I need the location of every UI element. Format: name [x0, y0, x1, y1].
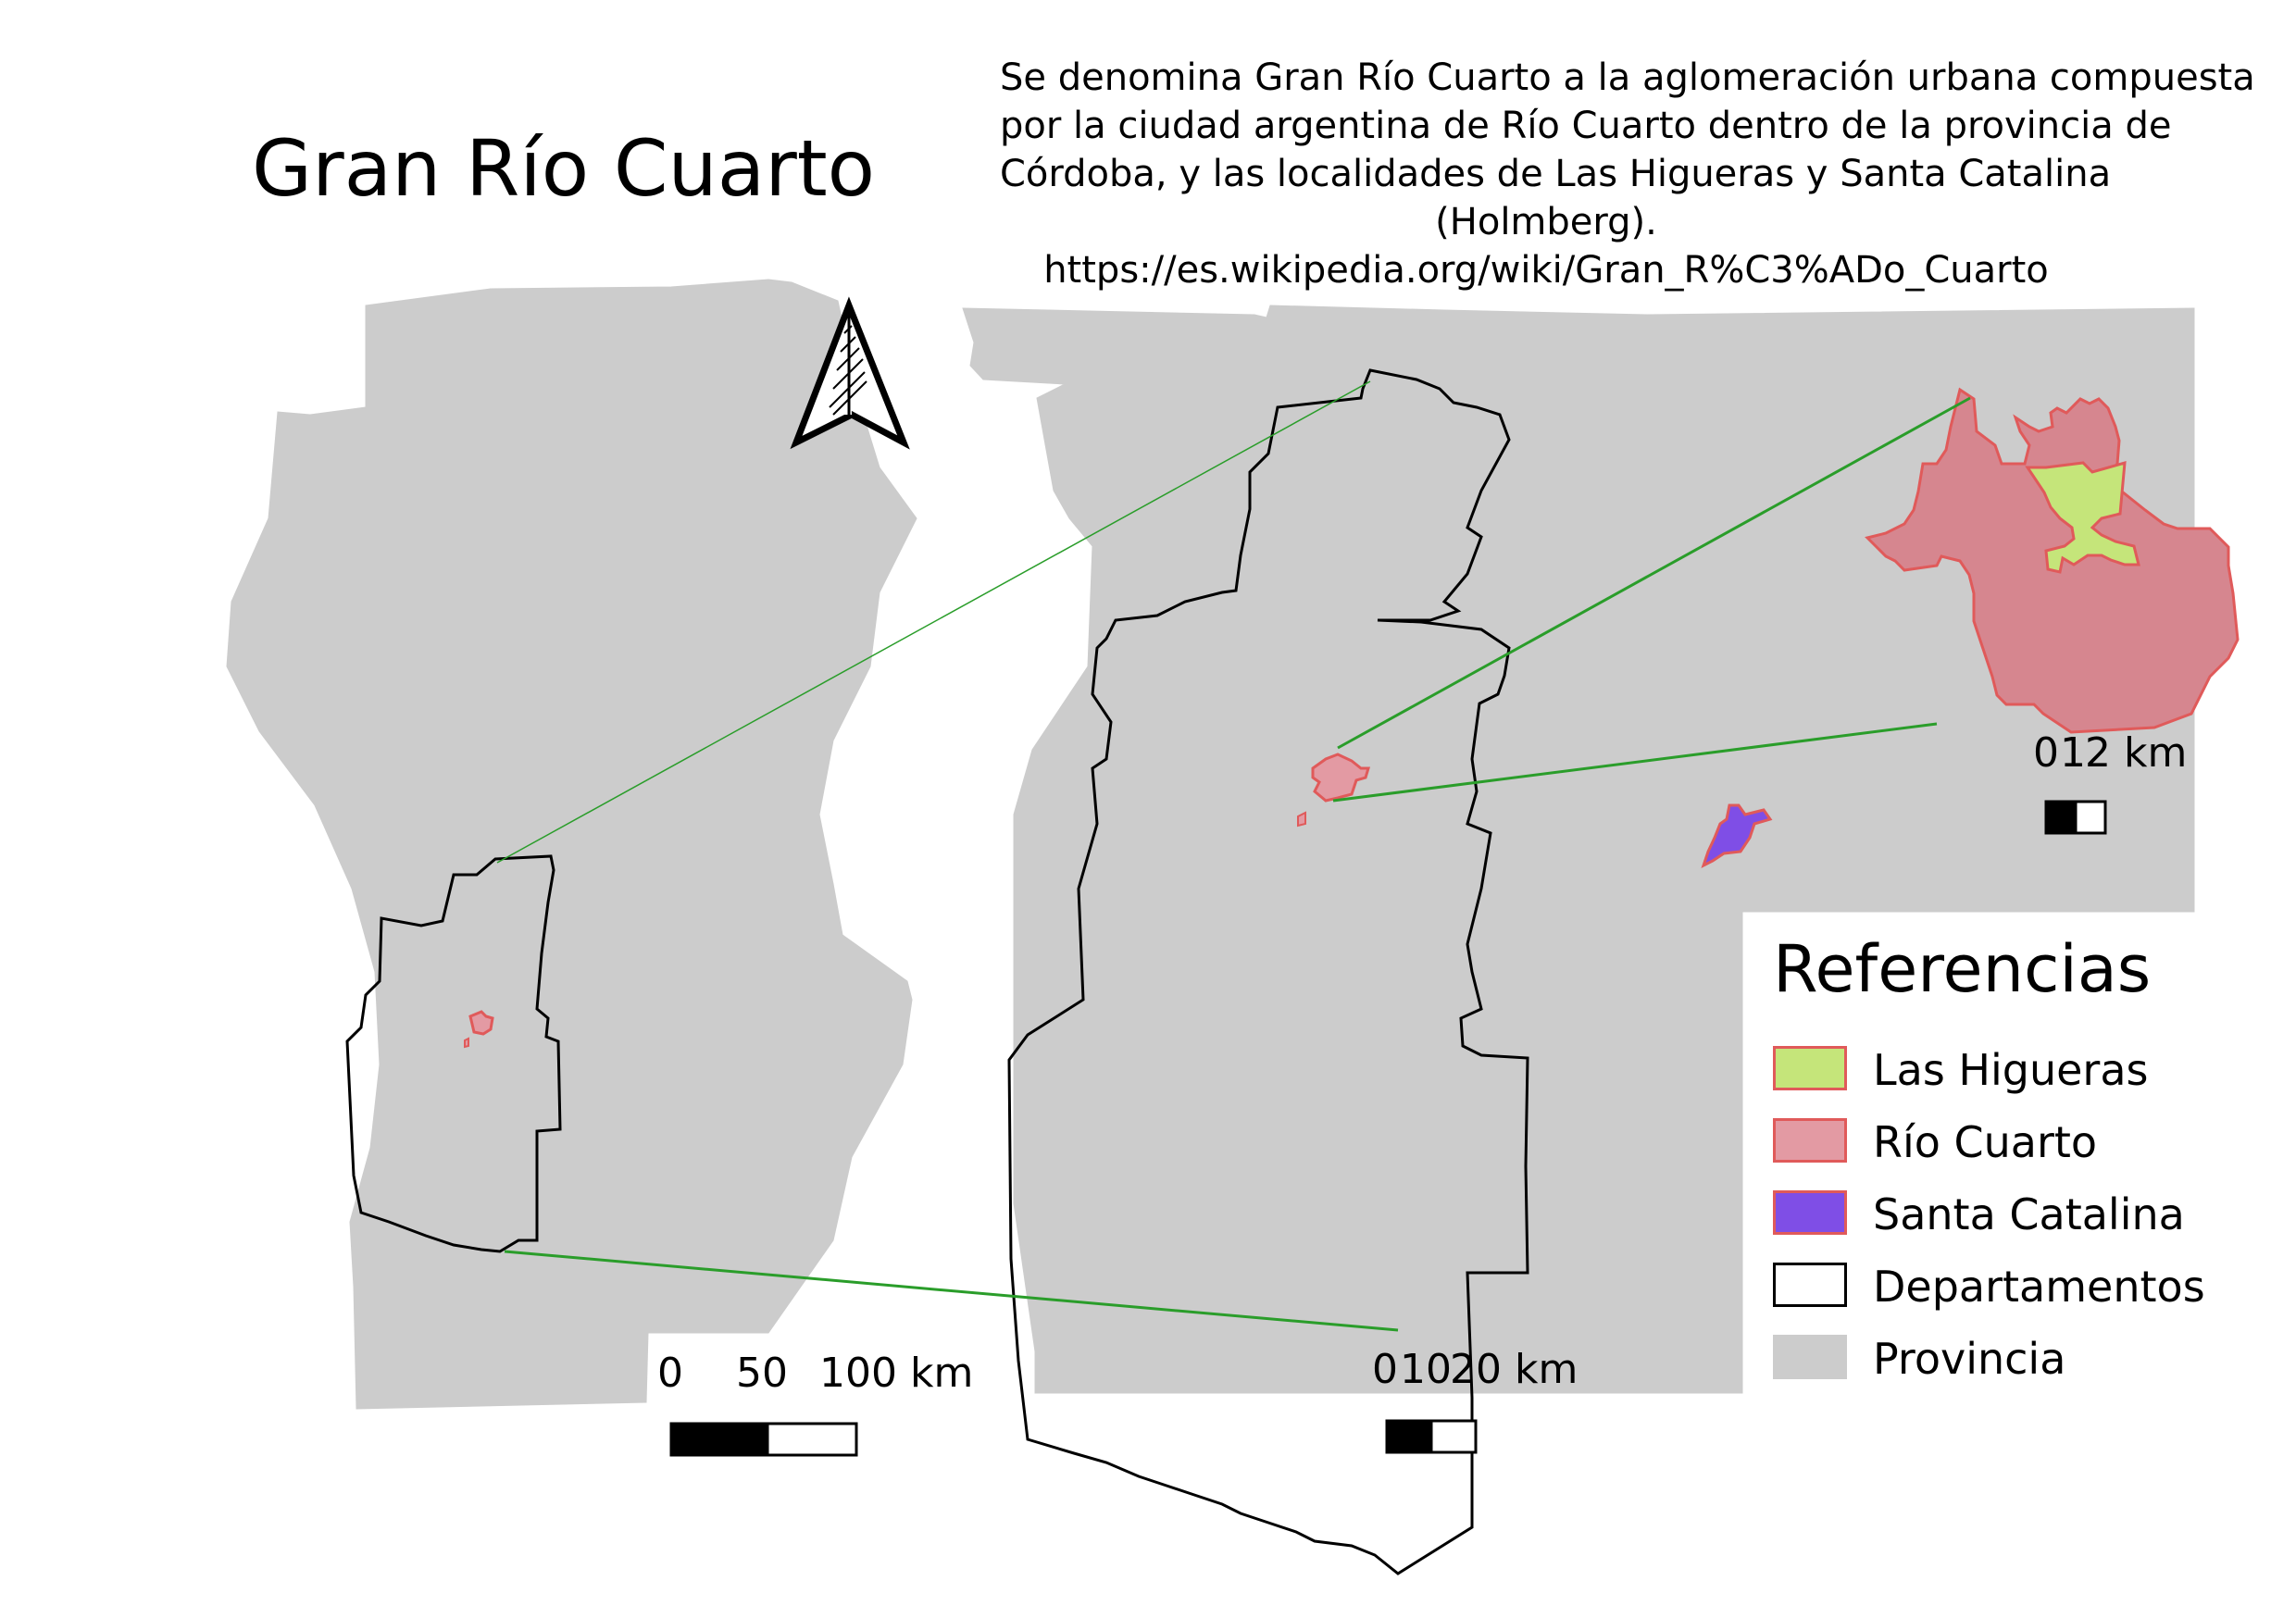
leader-line-top-small: [496, 380, 1371, 864]
province-polygon: [226, 279, 917, 1410]
leader-line-bottom-small: [504, 1250, 1399, 1332]
leader-lines: [496, 380, 1971, 1332]
legend-label: Provincia: [1873, 1334, 2066, 1384]
description-line: por la ciudad argentina de Río Cuarto de…: [1000, 105, 2172, 147]
legend-item-las-higueras: Las Higueras: [1773, 1046, 2254, 1094]
description-line: Córdoba, y las localidades de Las Higuer…: [1000, 153, 2112, 195]
legend-swatch: [1773, 1118, 1847, 1163]
legend-item-rio-cuarto: Río Cuarto: [1773, 1118, 2254, 1166]
legend-label: Santa Catalina: [1873, 1189, 2185, 1239]
department-inset-map: [962, 305, 2195, 1575]
scale-department-tick-20: 20 km: [1450, 1346, 1578, 1393]
scale-bar-province: [669, 1422, 858, 1457]
las-higueras-polygon: [2025, 460, 2140, 574]
santa-catalina-polygon: [1701, 803, 1773, 868]
urban-area-small-2: [464, 1037, 469, 1049]
department-outline-small: [345, 854, 562, 1253]
scale-department-tick-10: 10: [1400, 1346, 1452, 1393]
legend-label: Departamentos: [1873, 1262, 2205, 1312]
leader-line-top-inset: [1337, 396, 1971, 750]
legend-item-provincia: Provincia: [1773, 1335, 2254, 1383]
urban-area-inset-2: [1297, 811, 1306, 828]
scale-city-tick-1: 1: [2060, 729, 2086, 777]
legend-label: Río Cuarto: [1873, 1117, 2098, 1167]
legend-item-santa-catalina: Santa Catalina: [1773, 1190, 2254, 1238]
scale-city-tick-0: 0: [2033, 729, 2059, 777]
legend-label: Las Higueras: [1873, 1045, 2149, 1095]
scale-province-tick-50: 50: [736, 1350, 788, 1397]
scale-bar-department: [1385, 1419, 1478, 1454]
legend-swatch: [1773, 1335, 1847, 1379]
description-source-url: https://es.wikipedia.org/wiki/Gran_R%C3%…: [1043, 249, 2049, 292]
scale-province-tick-0: 0: [657, 1350, 683, 1397]
scale-province-tick-100: 100 km: [819, 1350, 974, 1397]
map-title: Gran Río Cuarto: [252, 123, 876, 214]
legend-swatch: [1773, 1190, 1847, 1235]
province-overview-map: [226, 279, 917, 1410]
department-outline-large: [1007, 368, 1529, 1575]
legend-swatch: [1773, 1263, 1847, 1307]
leader-line-bottom-inset: [1332, 722, 1938, 803]
north-arrow-icon: [790, 296, 910, 450]
scale-city-tick-2: 2 km: [2085, 729, 2188, 777]
urban-area-inset: [1311, 753, 1371, 803]
legend-title: Referencias: [1773, 931, 2152, 1007]
legend-swatch: [1773, 1046, 1847, 1090]
department-inset-background: [962, 305, 2195, 1394]
scale-department-tick-0: 0: [1372, 1346, 1398, 1393]
description-line: (Holmberg).: [1435, 201, 1657, 243]
urban-area-small: [468, 1010, 494, 1036]
description-line: Se denomina Gran Río Cuarto a la aglomer…: [1000, 56, 2255, 99]
scale-bar-city: [2044, 800, 2107, 835]
legend-item-departamentos: Departamentos: [1773, 1263, 2254, 1311]
city-zoom-map: [1865, 387, 2240, 734]
map-description: Se denomina Gran Río Cuarto a la aglomer…: [1000, 54, 2255, 294]
